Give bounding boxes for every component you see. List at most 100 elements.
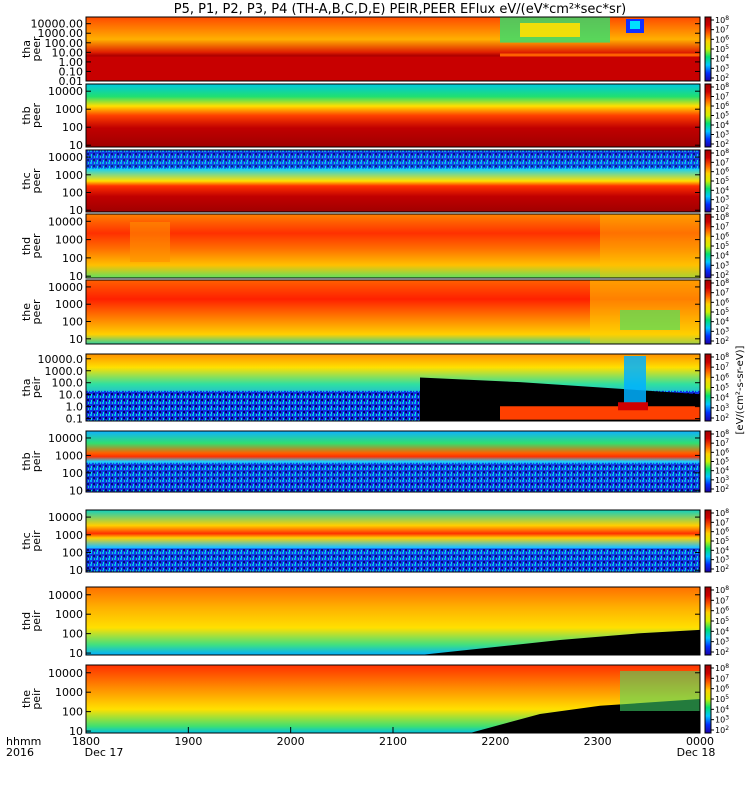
colorbar-tick-label: 104 [715, 317, 729, 327]
colorbar-tick-label: 104 [715, 54, 729, 64]
spectrogram-thd-peer [86, 214, 700, 278]
colorbar-tick-label: 106 [715, 167, 729, 177]
y-axis-label-line2: peer [30, 36, 43, 62]
colorbar-tick-label: 102 [715, 647, 729, 657]
colorbar-tick-label: 102 [715, 564, 729, 574]
colorbar-tick-label: 106 [715, 34, 729, 44]
colorbar-tick-label: 106 [715, 684, 729, 694]
spectrogram-thc-peer [86, 150, 700, 212]
colorbar-strip [704, 664, 712, 734]
y-tick-label: 10000 [48, 667, 83, 680]
panel-frame [85, 149, 701, 213]
y-tick-label: 1000 [55, 298, 83, 311]
colorbar-tick-label: 108 [715, 15, 729, 25]
colorbar-tick-label: 105 [715, 616, 729, 626]
spectrogram-the-peir [86, 665, 700, 733]
colorbar-tick-label: 104 [715, 626, 729, 636]
y-tick-label: 10 [69, 270, 83, 283]
colorbar-tick-label: 108 [715, 508, 729, 518]
colorbar-tick-label: 104 [715, 120, 729, 130]
panel-frame [85, 16, 701, 82]
spectrogram-tha-peer [86, 17, 700, 81]
x-axis-date-start: Dec 17 [85, 746, 124, 759]
colorbar-tick-label: 107 [715, 288, 729, 298]
colorbar-tick-label: 108 [715, 429, 729, 439]
panel-frame [85, 509, 701, 573]
y-axis-label-line2: peer [30, 168, 43, 194]
y-tick-label: 10000 [48, 281, 83, 294]
y-tick-label: 0.01 [59, 75, 84, 88]
colorbar-tick-label: 103 [715, 555, 729, 565]
y-tick-label: 10.00 [52, 46, 84, 59]
y-tick-label: 100 [62, 316, 83, 329]
y-tick-label: 10 [69, 647, 83, 660]
x-tick-label: 1800 [72, 735, 100, 748]
panel-frame [85, 430, 701, 493]
y-tick-label: 10 [69, 484, 83, 497]
y-tick-label: 10 [69, 725, 83, 738]
colorbar-tick-label: 102 [715, 484, 729, 494]
colorbar-strip [704, 509, 712, 573]
y-tick-label: 0.1 [66, 413, 84, 426]
colorbar-tick-label: 105 [715, 307, 729, 317]
colorbar-tick-label: 103 [715, 260, 729, 270]
y-tick-label: 10000 [48, 85, 83, 98]
y-axis-label-line2: peir [30, 610, 43, 632]
colorbar-tick-label: 105 [715, 241, 729, 251]
colorbar-tick-label: 107 [715, 157, 729, 167]
y-axis-label-line1: the [20, 303, 33, 321]
y-tick-label: 100 [62, 252, 83, 265]
y-axis-label-line1: the [20, 690, 33, 708]
colorbar-tick-label: 103 [715, 475, 729, 485]
y-tick-label: 1000 [55, 608, 83, 621]
y-axis-label-line1: thc [20, 532, 33, 549]
y-tick-label: 1000 [55, 686, 83, 699]
y-tick-label: 10 [69, 204, 83, 217]
colorbar-tick-label: 108 [715, 82, 729, 92]
x-axis-label-line2: 2016 [6, 746, 34, 759]
y-tick-label: 100.00 [45, 37, 84, 50]
colorbar-tick-label: 108 [715, 585, 729, 595]
x-tick-label: 2300 [584, 735, 612, 748]
y-tick-label: 0.10 [59, 65, 84, 78]
y-axis-label-line1: thc [20, 172, 33, 189]
y-tick-label: 100.0 [52, 377, 84, 390]
y-tick-label: 1000 [55, 103, 83, 116]
colorbar-tick-label: 103 [715, 715, 729, 725]
colorbar-tick-label: 103 [715, 403, 729, 413]
y-axis-label-line1: thd [20, 612, 33, 630]
colorbar-tick-label: 103 [715, 637, 729, 647]
y-tick-label: 1000 [55, 169, 83, 182]
colorbar-tick-label: 102 [715, 139, 729, 149]
spectrogram-tha-peir [86, 354, 700, 421]
colorbar-tick-label: 106 [715, 527, 729, 537]
y-tick-label: 10000.00 [31, 18, 84, 31]
y-axis-label-line2: peir [30, 530, 43, 552]
y-axis-label-line2: peir [30, 376, 43, 398]
y-tick-label: 100 [62, 187, 83, 200]
y-axis-label-line1: thd [20, 237, 33, 255]
x-axis: hhmm 2016 Dec 17 Dec 18 1800 1900 2000 2100… [6, 727, 715, 759]
y-axis-label-line1: tha [20, 378, 33, 396]
panel-frame [85, 353, 701, 422]
colorbar-tick-label: 105 [715, 383, 729, 393]
y-tick-label: 10000 [48, 511, 83, 524]
y-tick-label: 1000 [55, 449, 83, 462]
colorbar-strip [704, 353, 712, 422]
spectrogram-thc-peir [86, 510, 700, 572]
y-tick-label: 10000 [48, 215, 83, 228]
y-tick-label: 1.0 [66, 401, 84, 414]
colorbar-tick-label: 108 [715, 212, 729, 222]
x-tick-label: 1900 [174, 735, 202, 748]
colorbar-tick-label: 106 [715, 297, 729, 307]
